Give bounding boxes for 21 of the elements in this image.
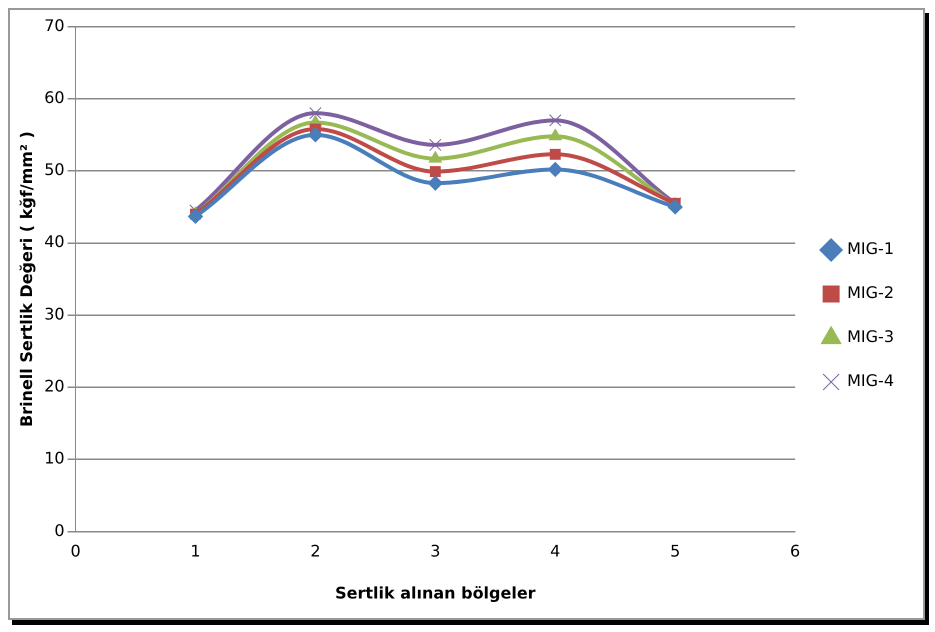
y-tick-label: 0 bbox=[54, 520, 65, 540]
x-tick-label: 2 bbox=[310, 541, 321, 560]
legend-label: MIG-4 bbox=[847, 371, 894, 390]
legend-label: MIG-1 bbox=[847, 239, 894, 258]
legend-label: MIG-3 bbox=[847, 327, 894, 346]
x-tick-label: 4 bbox=[550, 541, 560, 560]
y-tick-label: 70 bbox=[44, 16, 65, 35]
y-tick-label: 60 bbox=[44, 88, 65, 107]
y-tick-label: 40 bbox=[44, 232, 65, 252]
x-axis-title: Sertlik alınan bölgeler bbox=[335, 584, 536, 603]
y-tick-label: 20 bbox=[44, 376, 65, 396]
legend-label: MIG-2 bbox=[847, 283, 894, 302]
y-tick-label: 30 bbox=[44, 304, 65, 324]
y-tick-label: 10 bbox=[44, 448, 65, 468]
x-tick-label: 5 bbox=[670, 541, 680, 560]
x-tick-label: 6 bbox=[790, 541, 800, 560]
y-tick-label: 50 bbox=[44, 160, 65, 180]
y-axis-title: Brinell Sertlik Değeri ( kğf/mm² ) bbox=[16, 131, 36, 428]
x-tick-label: 1 bbox=[190, 541, 201, 560]
x-tick-label: 3 bbox=[430, 541, 440, 560]
x-tick-label: 0 bbox=[70, 541, 81, 560]
